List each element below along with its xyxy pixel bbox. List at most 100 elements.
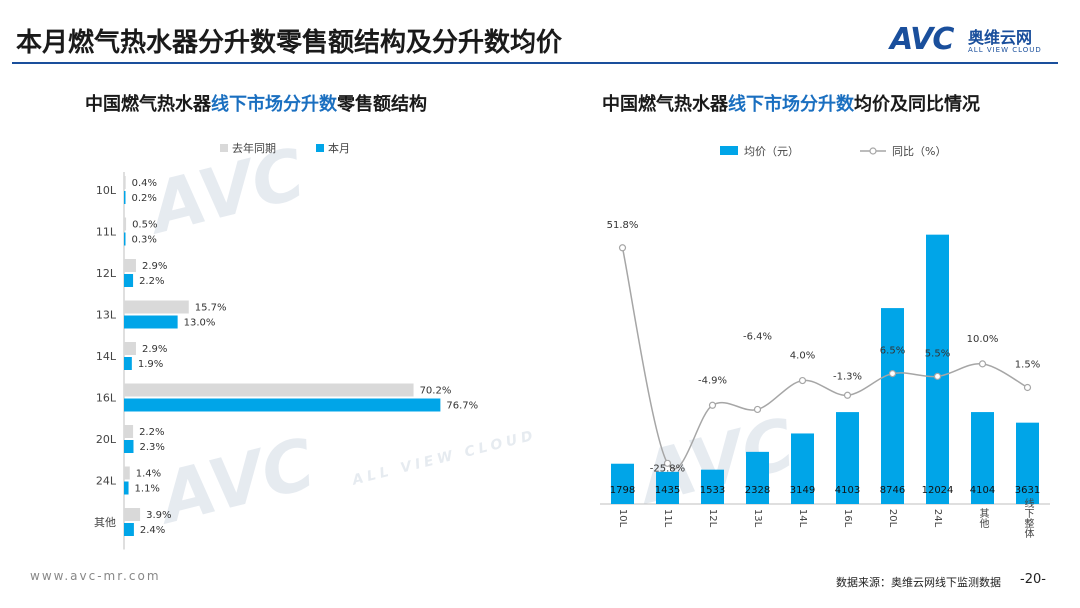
bar-value-label: 4104 [970, 485, 995, 496]
data-label: 3.9% [146, 510, 171, 521]
category-label: 11L [96, 226, 117, 239]
bar-value-label: 1798 [610, 485, 635, 496]
category-label: 16L [842, 509, 853, 528]
category-label: 11L [662, 509, 673, 528]
left-chart: 去年同期 本月 10L 0.4% 0.2% 11L 0.5% 0.3% 12L 2.9% 2.2% 1… [94, 141, 478, 550]
legend-swatch [720, 146, 738, 155]
bar-last-year [124, 217, 127, 231]
data-label: 2.9% [142, 261, 167, 272]
logo-mark: AVC [890, 22, 954, 57]
bar-last-year [124, 259, 136, 272]
bar-value-label: 12024 [922, 485, 954, 496]
yoy-label: -4.9% [698, 375, 727, 386]
bar-current [124, 440, 134, 453]
category-label: 13L [96, 309, 117, 322]
yoy-label: -25.8% [650, 463, 685, 474]
yoy-point [933, 372, 942, 380]
yoy-label: 5.5% [925, 348, 950, 359]
yoy-point [1023, 383, 1032, 392]
category-label: 12L [96, 267, 117, 280]
data-label: 15.7% [195, 303, 227, 314]
bar-current [124, 232, 126, 246]
yoy-point [798, 376, 807, 385]
category-label: 线下整体 [1022, 497, 1034, 539]
category-label: 24L [96, 475, 117, 488]
category-label: 其他 [94, 516, 116, 529]
bar-current [124, 398, 441, 412]
yoy-point [618, 244, 627, 252]
bar-avg-price [656, 471, 679, 504]
bar-avg-price [791, 433, 814, 504]
data-label: 1.4% [136, 469, 161, 480]
yoy-point [663, 459, 672, 467]
yoy-point [978, 360, 987, 368]
yoy-label: 4.0% [790, 351, 815, 362]
data-label: 76.7% [446, 401, 478, 412]
category-label: 14L [96, 350, 117, 363]
yoy-point [843, 391, 852, 399]
data-label: 0.4% [132, 178, 157, 189]
bar-last-year [124, 383, 414, 397]
data-label: 0.3% [132, 235, 157, 246]
category-label: 16L [96, 392, 117, 405]
left-chart-title: 中国燃气热水器线下市场分升数零售额结构 [85, 94, 427, 115]
category-label: 12L [707, 509, 718, 528]
yoy-point [888, 370, 897, 378]
category-label: 10L [617, 509, 628, 528]
data-label: 2.2% [139, 276, 164, 287]
legend-marker [869, 147, 877, 155]
bar-value-label: 3149 [790, 485, 815, 496]
category-label: 14L [797, 509, 808, 528]
category-label: 24L [932, 509, 943, 528]
legend-label: 去年同期 [232, 141, 276, 155]
bar-last-year [124, 508, 141, 521]
bar-last-year [124, 466, 130, 480]
data-label: 1.1% [135, 484, 160, 495]
bar-avg-price [926, 234, 949, 504]
data-label: 2.9% [142, 344, 167, 355]
bar-value-label: 3631 [1015, 485, 1040, 496]
bar-current [124, 481, 129, 495]
right-chart-title: 中国燃气热水器线下市场分升数均价及同比情况 [602, 94, 980, 115]
yoy-label: -1.3% [833, 371, 862, 382]
yoy-point [708, 401, 717, 409]
yoy-label: 1.5% [1015, 360, 1040, 371]
yoy-label: 10.0% [967, 334, 999, 345]
bar-value-label: 4103 [835, 485, 860, 496]
data-label: 2.3% [139, 442, 164, 453]
page-number: -20- [1020, 572, 1046, 587]
bar-last-year [124, 176, 126, 189]
footer-source: 数据来源：奥维云网线下监测数据 [836, 576, 1001, 589]
yoy-label: 6.5% [880, 346, 905, 357]
bar-avg-price [1016, 422, 1039, 504]
legend-swatch [220, 144, 228, 152]
bar-current [124, 357, 132, 370]
category-label: 其他 [977, 508, 989, 529]
bar-value-label: 8746 [880, 485, 905, 496]
data-label: 0.2% [132, 193, 157, 204]
bar-current [124, 523, 134, 536]
bar-current [124, 315, 178, 329]
legend-label: 均价（元） [744, 145, 799, 158]
bar-last-year [124, 342, 136, 355]
legend-label: 本月 [328, 141, 350, 155]
yoy-label: -6.4% [743, 331, 772, 342]
bar-avg-price [746, 451, 769, 504]
data-label: 2.4% [140, 525, 165, 536]
title-divider [12, 62, 1058, 64]
logo-text-en: ALL VIEW CLOUD [968, 46, 1042, 54]
yoy-point [753, 405, 762, 414]
avc-logo: AVC 奥维云网 ALL VIEW CLOUD [890, 20, 1060, 60]
bar-avg-price [971, 412, 994, 504]
bar-current [124, 274, 134, 287]
data-label: 1.9% [138, 359, 163, 370]
legend-swatch [316, 144, 324, 152]
bar-value-label: 2328 [745, 485, 770, 496]
legend-label: 同比（%） [892, 145, 946, 158]
bar-current [124, 191, 126, 204]
data-label: 2.2% [139, 427, 164, 438]
page-title: 本月燃气热水器分升数零售额结构及分升数均价 [16, 28, 563, 58]
bar-avg-price [701, 469, 724, 504]
bar-value-label: 1435 [655, 485, 680, 496]
bar-last-year [124, 425, 134, 438]
